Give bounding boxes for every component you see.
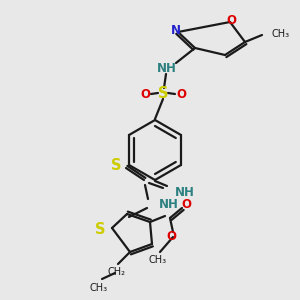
Text: O: O (176, 88, 186, 100)
Text: NH: NH (175, 185, 195, 199)
Text: S: S (95, 223, 106, 238)
Text: CH₂: CH₂ (107, 267, 125, 277)
Text: O: O (226, 14, 236, 26)
Text: S: S (158, 85, 168, 100)
Text: O: O (140, 88, 150, 100)
Text: CH₃: CH₃ (272, 29, 290, 39)
Text: CH₃: CH₃ (149, 255, 167, 265)
Text: O: O (181, 197, 191, 211)
Text: S: S (112, 158, 122, 173)
Text: NH: NH (157, 61, 177, 74)
Text: N: N (171, 25, 181, 38)
Text: NH: NH (159, 197, 179, 211)
Text: O: O (166, 230, 176, 244)
Text: CH₃: CH₃ (90, 283, 108, 293)
